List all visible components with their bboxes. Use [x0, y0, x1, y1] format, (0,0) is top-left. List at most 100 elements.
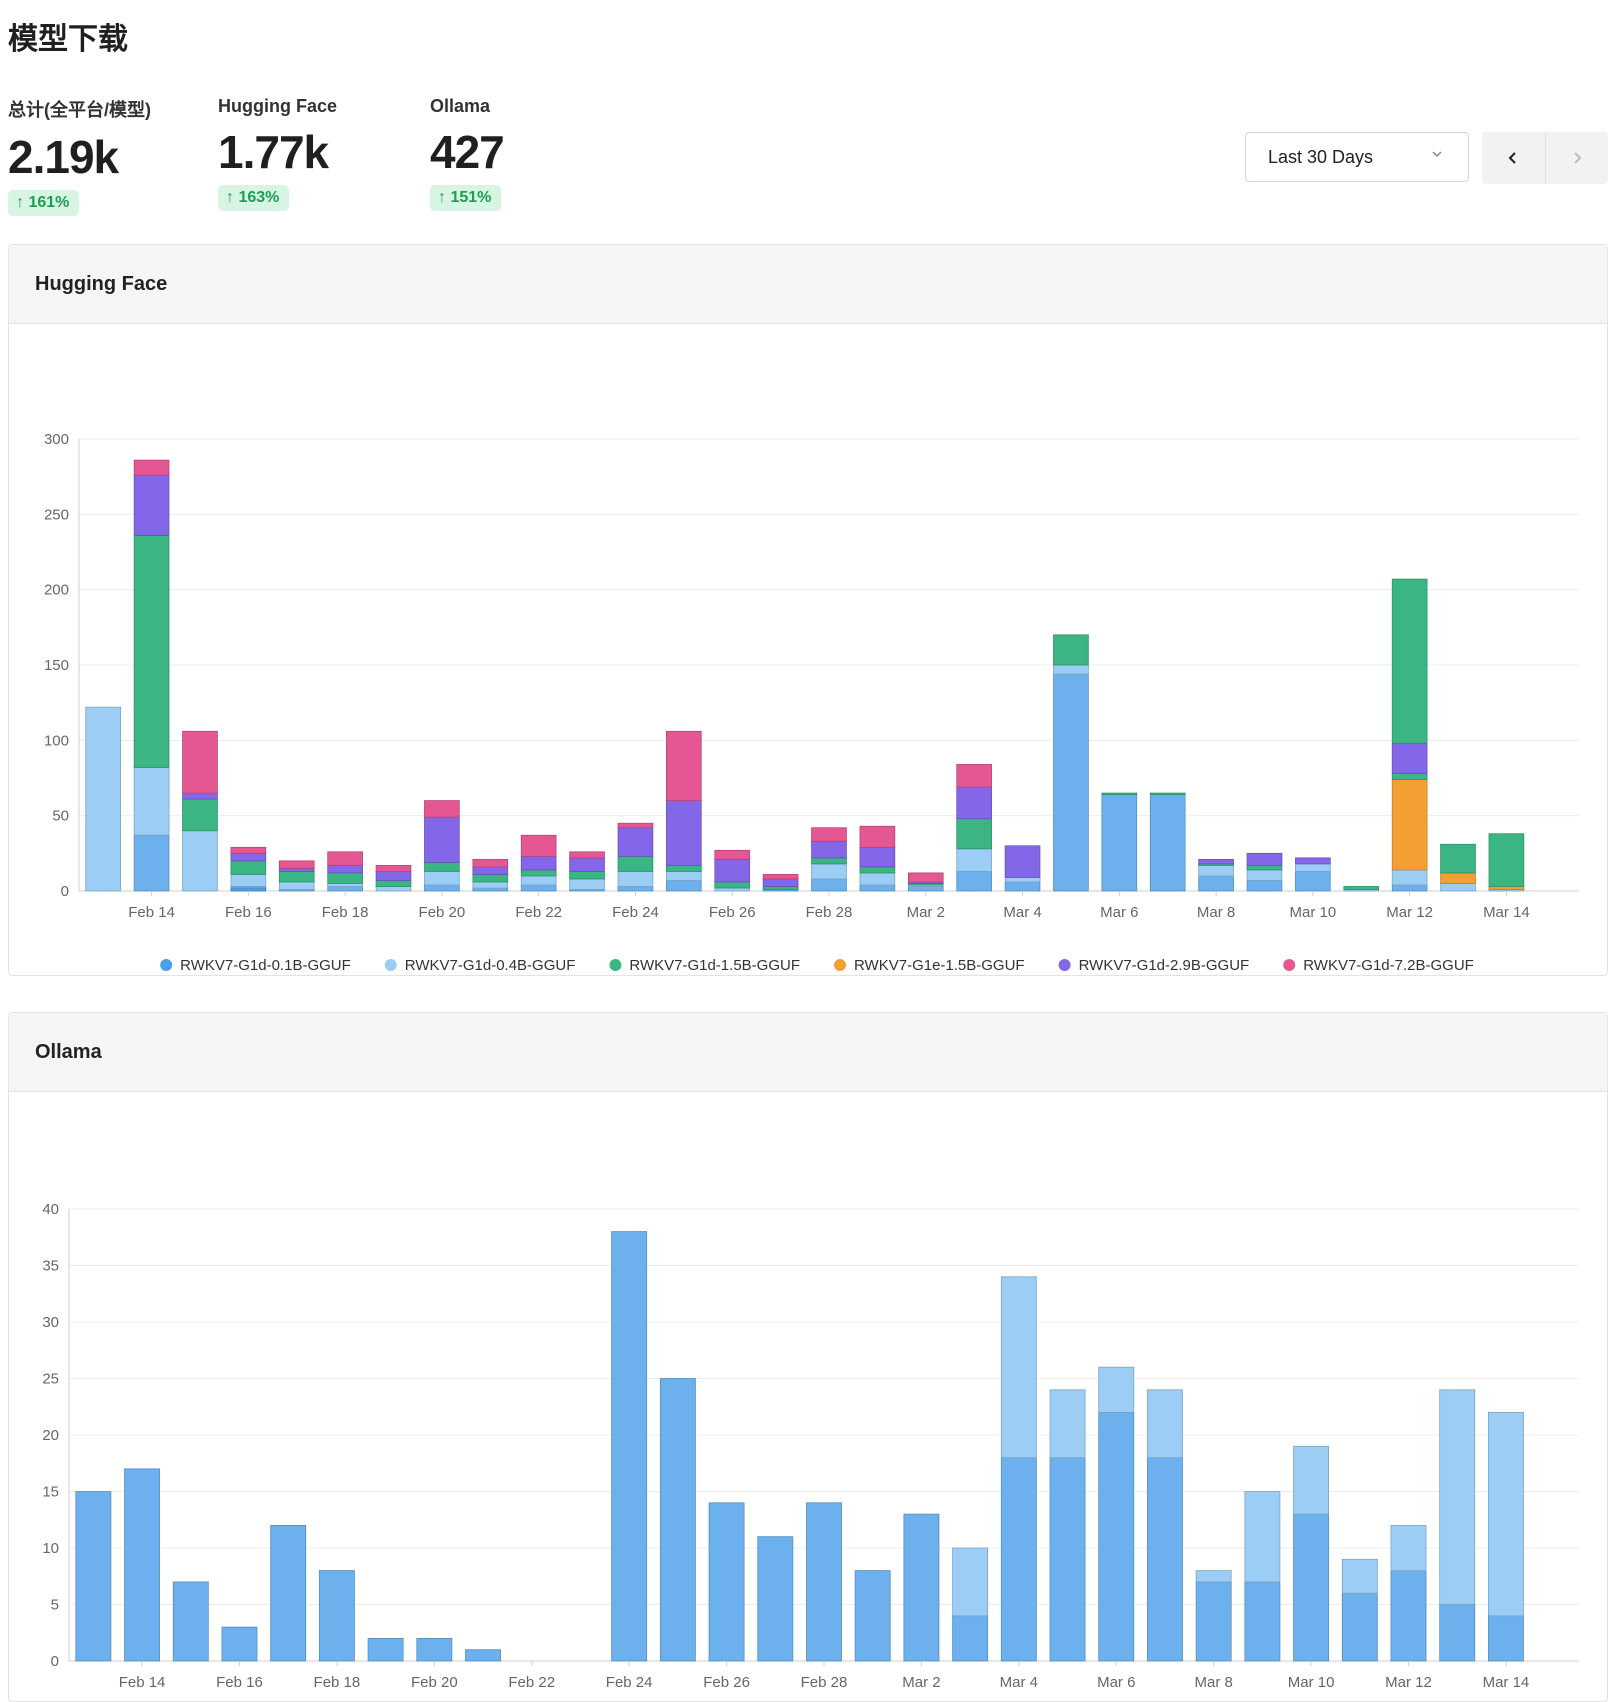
bar-rwkv7-g1d-7-2b-gguf[interactable] — [762, 874, 799, 880]
bar-rwkv7-g1d-7-2b-gguf[interactable] — [182, 730, 218, 794]
bar-rwkv-7-g1d[interactable] — [1098, 1411, 1135, 1662]
bar-rwkv7-g1d-7-2b-gguf[interactable] — [230, 846, 267, 854]
legend-item-rwkv7-g1d-1-5b-gguf[interactable]: RWKV7-G1d-1.5B-GGUF — [609, 957, 800, 974]
bar-rwkv7-g1d-2-9b-gguf[interactable] — [182, 792, 218, 800]
bar-rwkv-7-g1d[interactable] — [952, 1615, 989, 1662]
bar-rwkv7-g1d-13-3b-gguf[interactable] — [617, 886, 654, 892]
bar-rwkv7-g1d-2-9b-gguf[interactable] — [1198, 858, 1234, 865]
bar-rwkv7-g1d-2-9b-gguf[interactable] — [762, 878, 799, 887]
bar-rwkv7-g1d-13-3b-gguf[interactable] — [811, 878, 847, 892]
bar-rwkv-7-g1d[interactable] — [416, 1638, 453, 1662]
bar-rwkv-7-g1d[interactable] — [1195, 1581, 1232, 1662]
bar-rwkv7-g1e-13-3b-gguf[interactable] — [1391, 578, 1428, 744]
bar-rwkv-7-g1d[interactable] — [806, 1502, 842, 1662]
bar-rwkv7-g1d-13-3b-gguf[interactable] — [666, 880, 702, 892]
bar-rwkv7-g1d-7-2b-gguf[interactable] — [714, 849, 751, 860]
bar-rwkv7-g1d-13-3b-gguf[interactable] — [1246, 880, 1283, 892]
bar-rwkv7-g1d-13-3b-gguf[interactable] — [327, 886, 363, 892]
bar-rwkv7-g1d-7-2b-gguf[interactable] — [907, 872, 944, 883]
bar-rwkv7-g1d-7-2b-gguf[interactable] — [666, 730, 702, 801]
legend-item-rwkv7-g1d-7-2b-gguf[interactable]: RWKV7-G1d-7.2B-GGUF — [1283, 957, 1474, 974]
bar-rwkv7-g1d-7-2b-gguf[interactable] — [375, 864, 412, 872]
bar-rwkv-7-g1d[interactable] — [1293, 1513, 1330, 1662]
bar-rwkv7-g1d-1-5b-gguf[interactable] — [762, 886, 799, 890]
bar-rwkv7-g1d-1-5b-gguf[interactable] — [182, 798, 218, 832]
bar-rwkv7-g1d-1-5b-gguf[interactable] — [569, 871, 605, 880]
bar-rwkv7-g1d-7-2b-gguf[interactable] — [133, 459, 170, 476]
bar-rwkv-7-g1d[interactable] — [75, 1491, 112, 1662]
date-range-select[interactable]: Last 30 Days — [1245, 132, 1469, 182]
bar-rwkv7-g1d-2-9b-gguf[interactable] — [375, 871, 412, 881]
bar-rwkv7-g1d-13-3b-gguf[interactable] — [472, 887, 509, 892]
bar-rwkv7-g1d-1-5b-gguf[interactable] — [230, 860, 267, 875]
bar-rwkv7-g1d-0-4b-gguf[interactable] — [956, 848, 992, 872]
bar-rwkv7-g1d-0-4b-gguf[interactable] — [375, 886, 412, 892]
bar-rwkv7-g1d-0-4b-gguf[interactable] — [520, 875, 557, 886]
bar-rwkv-7-g1d[interactable] — [757, 1536, 794, 1662]
bar-rwkv-7-g1d[interactable] — [172, 1581, 209, 1662]
bar-rwkv-7-g1d[interactable] — [903, 1513, 940, 1662]
bar-rwkv-7-g1e[interactable] — [1488, 1411, 1524, 1617]
bar-rwkv7-g1d-0-4b-gguf[interactable] — [1246, 869, 1283, 881]
bar-rwkv-7-g1e[interactable] — [1000, 1276, 1037, 1459]
bar-rwkv7-g1d-1-5b-gguf[interactable] — [859, 866, 896, 874]
bar-rwkv7-g1d-2-9b-gguf[interactable] — [1004, 845, 1041, 878]
bar-rwkv7-g1d-13-3b-gguf[interactable] — [1295, 871, 1331, 892]
legend-item-rwkv7-g1d-2-9b-gguf[interactable]: RWKV7-G1d-2.9B-GGUF — [1058, 957, 1250, 974]
bar-rwkv7-g1d-2-9b-gguf[interactable] — [424, 816, 460, 863]
bar-rwkv7-g1d-1-5b-gguf[interactable] — [811, 857, 847, 865]
bar-rwkv7-g1d-0-4b-gguf[interactable] — [424, 871, 460, 886]
bar-rwkv7-g1d-1-5b-gguf[interactable] — [520, 869, 557, 877]
bar-rwkv7-g1d-2-9b-gguf[interactable] — [1391, 742, 1428, 774]
bar-rwkv7-g1d-2-9b-gguf[interactable] — [811, 840, 847, 859]
bar-rwkv7-g1d-0-4b-gguf[interactable] — [1440, 883, 1476, 892]
bar-rwkv7-g1d-2-9b-gguf[interactable] — [666, 800, 702, 866]
bar-rwkv-7-g1e[interactable] — [1439, 1389, 1476, 1605]
bar-rwkv-7-g1d[interactable] — [1390, 1570, 1427, 1662]
bar-rwkv7-g1d-1-5b-gguf[interactable] — [278, 871, 315, 883]
bar-rwkv7-g1d-0-1b-gguf[interactable] — [230, 887, 267, 892]
bar-rwkv7-g1e-13-3b-gguf[interactable] — [1440, 843, 1476, 874]
bar-rwkv7-g1d-0-4b-gguf[interactable] — [1391, 869, 1428, 886]
bar-rwkv7-g1d-0-4b-gguf[interactable] — [85, 706, 122, 892]
bar-rwkv7-g1d-1-5b-gguf[interactable] — [375, 880, 412, 887]
bar-rwkv-7-g1d[interactable] — [124, 1468, 160, 1662]
bar-rwkv7-g1d-1-5b-gguf[interactable] — [133, 535, 170, 768]
bar-rwkv-7-g1d[interactable] — [367, 1638, 404, 1662]
bar-rwkv7-g1d-13-3b-gguf[interactable] — [133, 834, 170, 892]
bar-rwkv7-g1e-13-3b-gguf[interactable] — [1343, 886, 1380, 890]
bar-rwkv7-g1d-7-2b-gguf[interactable] — [859, 825, 896, 848]
bar-rwkv-7-g1d[interactable] — [221, 1626, 258, 1662]
bar-rwkv7-g1d-0-4b-gguf[interactable] — [182, 830, 218, 892]
bar-rwkv7-g1d-2-9b-gguf[interactable] — [956, 786, 992, 820]
bar-rwkv-7-g1e[interactable] — [1049, 1389, 1086, 1458]
bar-rwkv-7-g1e[interactable] — [1390, 1524, 1427, 1571]
bar-rwkv7-g1d-1-5b-gguf[interactable] — [1101, 792, 1138, 795]
bar-rwkv7-g1d-7-2b-gguf[interactable] — [811, 827, 847, 842]
bar-rwkv7-g1d-2-9b-gguf[interactable] — [1246, 852, 1283, 866]
bar-rwkv7-g1d-0-4b-gguf[interactable] — [1295, 863, 1331, 872]
bar-rwkv-7-g1e[interactable] — [1244, 1491, 1281, 1583]
bar-rwkv-7-g1e[interactable] — [952, 1547, 989, 1617]
bar-rwkv7-g1e-1-5b-gguf[interactable] — [1488, 886, 1525, 890]
bar-rwkv7-g1d-0-4b-gguf[interactable] — [1198, 864, 1234, 877]
bar-rwkv7-g1d-7-2b-gguf[interactable] — [424, 800, 460, 818]
bar-rwkv7-g1d-0-4b-gguf[interactable] — [714, 887, 751, 892]
bar-rwkv7-g1d-2-9b-gguf[interactable] — [617, 827, 654, 857]
bar-rwkv7-g1d-1-5b-gguf[interactable] — [1053, 634, 1089, 666]
bar-rwkv-7-g1d[interactable] — [1439, 1604, 1476, 1662]
bar-rwkv7-g1d-13-3b-gguf[interactable] — [956, 871, 992, 892]
bar-rwkv7-g1d-2-9b-gguf[interactable] — [133, 474, 170, 536]
bar-rwkv7-g1d-7-2b-gguf[interactable] — [278, 860, 315, 869]
prev-period-button[interactable] — [1482, 132, 1545, 184]
bar-rwkv-7-g1d[interactable] — [270, 1524, 307, 1662]
next-period-button[interactable] — [1544, 132, 1609, 184]
bar-rwkv7-g1d-13-3b-gguf[interactable] — [1149, 794, 1186, 892]
bar-rwkv7-g1d-13-3b-gguf[interactable] — [1101, 794, 1138, 892]
bar-rwkv-7-g1d[interactable] — [318, 1570, 355, 1662]
bar-rwkv7-g1d-2-9b-gguf[interactable] — [1295, 857, 1331, 865]
bar-rwkv7-g1d-2-9b-gguf[interactable] — [327, 864, 363, 874]
bar-rwkv-7-g1d[interactable] — [1244, 1581, 1281, 1662]
bar-rwkv-7-g1e[interactable] — [1293, 1445, 1330, 1515]
bar-rwkv7-g1d-0-4b-gguf[interactable] — [133, 767, 170, 836]
